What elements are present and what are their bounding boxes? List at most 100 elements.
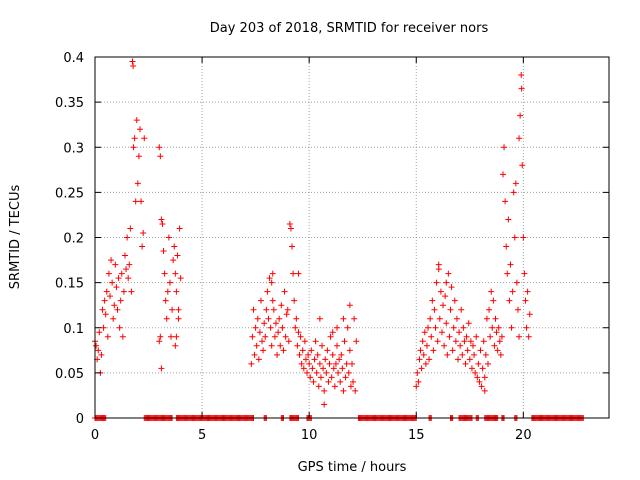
axis-ticks: 0 0.05 0.1 0.15 0.2 0.25 0.3 0.35 0.4 0 5 10 15 20: [55, 51, 609, 443]
data-point: [506, 297, 513, 304]
data-point: [518, 85, 525, 92]
data-point: [334, 342, 341, 349]
data-point: [265, 315, 272, 322]
data-point: [445, 270, 452, 277]
data-point: [297, 333, 304, 340]
data-point: [509, 288, 516, 295]
data-point: [451, 297, 458, 304]
data-point: [504, 270, 511, 277]
data-point: [426, 356, 433, 363]
data-point: [176, 225, 183, 232]
data-point: [513, 279, 520, 286]
y-tick-label: 0.25: [55, 186, 84, 201]
data-point: [525, 333, 532, 340]
data-point: [510, 189, 517, 196]
data-point: [100, 324, 107, 331]
data-point: [174, 252, 181, 259]
data-point: [99, 306, 106, 313]
data-point: [341, 338, 348, 345]
data-point: [522, 297, 529, 304]
data-point: [322, 356, 329, 363]
data-point: [101, 297, 108, 304]
data-point: [466, 356, 473, 363]
data-point: [270, 306, 277, 313]
data-point: [464, 347, 471, 354]
data-point: [250, 306, 257, 313]
data-point: [117, 297, 124, 304]
data-point: [308, 347, 315, 354]
data-point: [173, 288, 180, 295]
data-point: [417, 347, 424, 354]
data-point: [423, 342, 430, 349]
data-point: [272, 320, 279, 327]
data-point: [175, 315, 182, 322]
data-point: [157, 153, 164, 160]
data-point: [325, 378, 332, 385]
data-point: [114, 306, 121, 313]
data-point: [431, 306, 438, 313]
y-axis-label: SRMTID / TECUs: [8, 185, 23, 290]
data-point: [339, 365, 346, 372]
data-point: [455, 356, 462, 363]
data-point: [95, 347, 102, 354]
data-point: [292, 324, 299, 331]
data-point: [450, 324, 457, 331]
data-point: [343, 360, 350, 367]
data-point: [139, 243, 146, 250]
data-point: [286, 220, 293, 227]
data-point: [254, 315, 261, 322]
data-point: [458, 306, 465, 313]
data-point: [269, 270, 276, 277]
data-point: [353, 338, 360, 345]
data-point: [304, 369, 311, 376]
data-point: [342, 374, 349, 381]
data-point: [334, 324, 341, 331]
data-point: [315, 383, 322, 390]
data-point: [416, 356, 423, 363]
data-point: [490, 297, 497, 304]
data-point: [164, 288, 171, 295]
data-point: [131, 135, 138, 142]
data-point: [266, 275, 273, 282]
data-point: [436, 315, 443, 322]
data-point: [251, 351, 258, 358]
data-point: [276, 315, 283, 322]
data-point: [112, 261, 119, 268]
data-point: [116, 324, 123, 331]
data-point: [328, 374, 335, 381]
chart-title: Day 203 of 2018, SRMTID for receiver nor…: [210, 21, 489, 36]
data-point: [418, 365, 425, 372]
data-point: [282, 333, 289, 340]
data-point: [166, 279, 173, 286]
data-point: [352, 387, 359, 394]
data-point: [514, 306, 521, 313]
data-point: [98, 351, 105, 358]
data-point: [443, 320, 450, 327]
data-point: [350, 378, 357, 385]
data-point: [427, 315, 434, 322]
data-point: [335, 369, 342, 376]
data-point: [305, 351, 312, 358]
x-axis-label: GPS time / hours: [298, 460, 407, 475]
data-point: [267, 324, 274, 331]
data-point: [307, 374, 314, 381]
data-point: [170, 257, 177, 264]
data-point: [425, 324, 432, 331]
data-point: [132, 198, 139, 205]
data-point: [494, 347, 501, 354]
data-point: [526, 311, 533, 318]
data-point: [280, 347, 287, 354]
data-point: [253, 342, 260, 349]
data-point: [252, 324, 259, 331]
data-point: [512, 180, 519, 187]
data-point: [475, 360, 482, 367]
x-tick-label: 10: [301, 428, 318, 443]
data-point: [121, 252, 128, 259]
data-point: [456, 329, 463, 336]
data-point: [502, 198, 509, 205]
data-point: [320, 365, 327, 372]
data-point: [173, 333, 180, 340]
data-point: [115, 275, 122, 282]
y-tick-label: 0: [76, 412, 84, 427]
